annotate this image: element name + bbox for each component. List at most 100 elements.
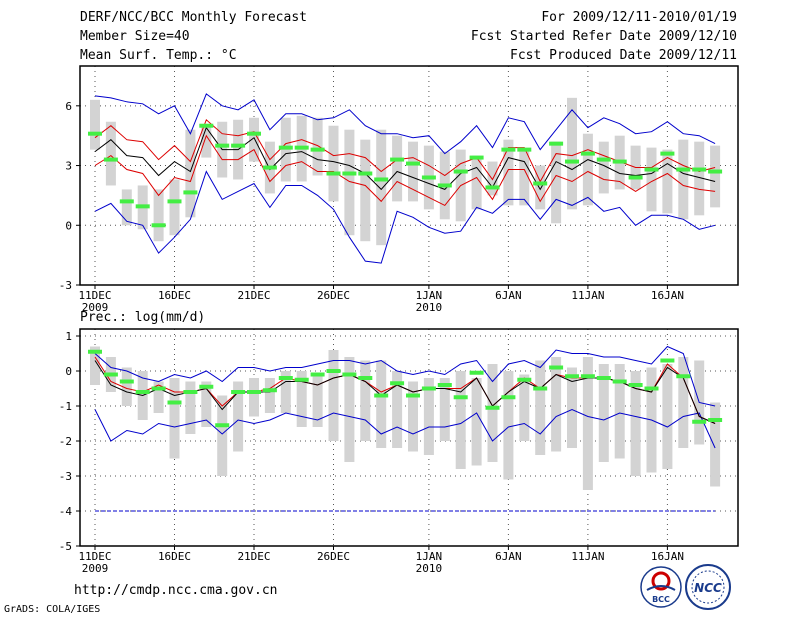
temp-median-marker — [326, 171, 341, 176]
precip-xtick-label: 11DEC — [78, 550, 111, 563]
precip-member-range-box — [344, 357, 355, 462]
grads-credit: GrADS: COLA/IGES — [4, 604, 101, 615]
precip-median-marker — [676, 374, 691, 379]
temp-member-range-box — [312, 117, 323, 176]
precip-xtick-year-label: 2009 — [82, 562, 109, 575]
started-refer-date-label: Fcst Started Refer Date 2009/12/10 — [470, 29, 737, 44]
temp-member-range-box — [694, 141, 705, 216]
precip-member-range-box — [678, 357, 689, 448]
precip-xtick-label: 11JAN — [571, 550, 604, 563]
temp-median-marker — [660, 151, 675, 156]
temp-xtick-year-label: 2010 — [416, 301, 443, 314]
temp-member-range-box — [344, 129, 355, 236]
precip-median-marker — [278, 376, 293, 380]
temp-ytick-label: 3 — [65, 160, 72, 173]
temp-median-marker — [644, 167, 659, 172]
precip-ytick-label: -3 — [59, 470, 72, 483]
temp-member-range-box — [662, 149, 673, 214]
precip-median-marker — [533, 386, 548, 391]
chart-title: DERF/NCC/BCC Monthly Forecast — [80, 10, 307, 25]
temp-member-range-box — [598, 141, 609, 194]
temp-median-marker — [533, 181, 548, 186]
precip-median-marker — [517, 377, 532, 382]
temp-member-range-box — [185, 129, 196, 218]
temp-median-marker — [119, 199, 134, 204]
temp-xtick-label: 26DEC — [317, 289, 350, 302]
temp-member-range-box — [408, 141, 418, 202]
temp-member-range-box — [567, 97, 577, 210]
temp-median-marker — [151, 223, 166, 228]
temp-xtick-label: 21DEC — [237, 289, 270, 302]
temp-median-marker — [88, 131, 102, 136]
precip-member-range-box — [503, 371, 514, 480]
precip-median-marker — [644, 386, 659, 391]
precip-member-range-box — [328, 350, 339, 441]
precip-median-marker — [135, 390, 150, 394]
precip-median-marker — [199, 384, 214, 389]
temp-xtick-label: 1JAN — [416, 289, 443, 302]
precip-member-range-box — [153, 381, 164, 413]
precip-member-range-box — [423, 378, 434, 455]
temp-median-marker — [135, 204, 150, 209]
precip-median-marker — [580, 374, 595, 379]
temp-median-marker — [199, 123, 214, 128]
precip-xtick-label: 26DEC — [317, 550, 350, 563]
temp-member-range-box — [121, 189, 132, 226]
precip-member-range-box — [249, 378, 259, 417]
precip-median-marker — [565, 374, 579, 379]
precip-ytick-label: -2 — [59, 435, 72, 448]
precip-member-range-box — [217, 395, 228, 476]
temp-median-marker — [708, 169, 723, 174]
precip-ensemble-mean-line — [94, 360, 716, 424]
precip-outer-upper-line — [94, 345, 716, 407]
precip-xtick-label: 21DEC — [237, 550, 270, 563]
temp-median-marker — [310, 147, 325, 152]
temp-median-marker — [215, 143, 230, 148]
temp-median-marker — [421, 175, 436, 180]
precip-median-marker — [390, 381, 405, 386]
precip-member-range-box — [392, 371, 403, 448]
precip-outer-lower-line — [94, 408, 716, 449]
temp-member-range-box — [519, 149, 530, 206]
precip-median-marker — [231, 390, 246, 394]
temp-member-range-box — [249, 117, 259, 162]
temp-median-marker — [469, 155, 484, 160]
precip-median-marker — [167, 400, 182, 405]
precip-median-marker — [549, 365, 564, 370]
temp-ensemble-mean-line — [94, 126, 716, 191]
temp-median-marker — [692, 167, 707, 172]
precip-member-range-box — [614, 364, 625, 459]
source-url[interactable]: http://cmdp.ncc.cma.gov.cn — [74, 583, 278, 598]
temp-member-range-box — [582, 133, 593, 206]
temp-median-marker — [485, 185, 500, 190]
precip-xtick-label: 1JAN — [416, 550, 443, 563]
temp-xtick-label: 11JAN — [571, 289, 604, 302]
temp-median-marker — [167, 199, 182, 204]
precip-median-marker — [453, 395, 468, 400]
temp-member-range-box — [678, 139, 689, 220]
temp-xtick-label: 16JAN — [651, 289, 684, 302]
precip-median-marker — [612, 379, 627, 384]
precip-member-range-box — [296, 371, 307, 427]
precip-xtick-year-label: 2010 — [416, 562, 443, 575]
precip-median-marker — [485, 405, 500, 410]
precip-member-range-box — [710, 402, 721, 487]
temp-median-marker — [294, 145, 309, 150]
temp-median-marker — [231, 143, 246, 148]
temp-panel-title: Mean Surf. Temp.: °C — [80, 48, 237, 63]
precip-member-range-box — [519, 374, 530, 441]
precip-median-marker — [501, 395, 516, 400]
precip-member-range-box — [551, 357, 562, 452]
precip-ytick-label: -5 — [59, 540, 72, 553]
temp-member-range-box — [471, 155, 482, 210]
precip-member-range-box — [185, 381, 196, 434]
temp-inner-lower-line — [94, 134, 716, 207]
temp-outer-lower-line — [94, 170, 716, 264]
precip-median-marker — [596, 376, 611, 380]
temp-member-range-box — [105, 121, 116, 186]
temp-outer-upper-line — [94, 93, 716, 155]
temp-median-marker — [342, 171, 357, 176]
precip-median-marker — [215, 423, 230, 428]
precip-member-range-box — [535, 360, 546, 455]
temp-median-marker — [517, 147, 532, 152]
